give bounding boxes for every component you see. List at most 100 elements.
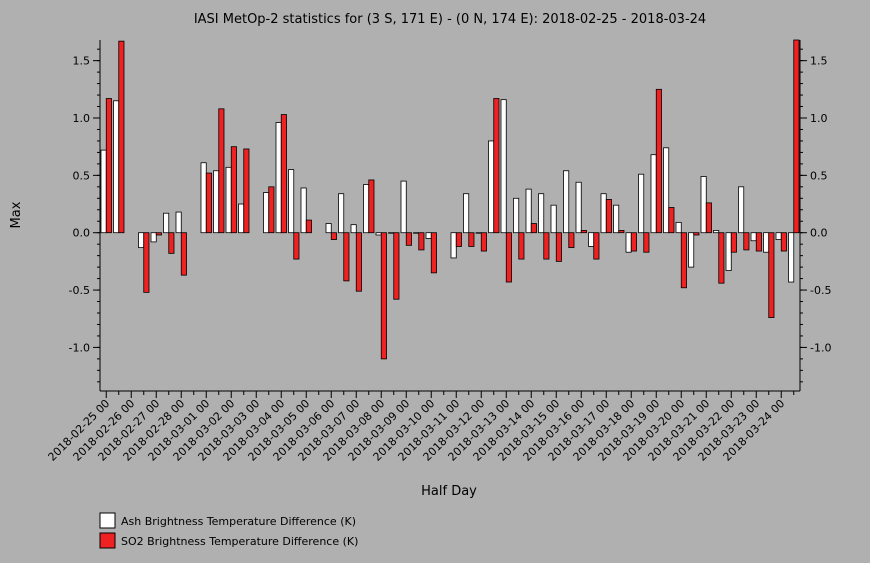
y-tick-label-left-2: 0.5 [73, 169, 91, 182]
bar-ash-37 [563, 170, 570, 234]
bar-ash-16 [300, 187, 307, 234]
bar-ash-10 [225, 166, 232, 234]
y-tick-label-right-2: 0.5 [810, 169, 828, 182]
bar-so2-20 [355, 232, 362, 292]
bar-so2-38 [580, 230, 587, 234]
bar-ash-55 [788, 232, 795, 283]
bar-so2-28 [455, 232, 462, 247]
bar-so2-36 [555, 232, 562, 262]
bar-so2-5 [168, 232, 175, 254]
bar-so2-18 [330, 232, 337, 240]
bar-ash-26 [425, 232, 432, 239]
bar-so2-22 [380, 232, 387, 360]
bar-so2-31 [493, 98, 500, 234]
bar-so2-8 [205, 172, 212, 234]
bar-so2-46 [680, 232, 687, 289]
bar-ash-44 [650, 154, 657, 234]
bar-ash-5 [163, 212, 170, 234]
bar-ash-11 [238, 203, 245, 234]
bar-ash-43 [638, 173, 645, 234]
bar-ash-45 [663, 147, 670, 234]
bar-ash-41 [613, 204, 620, 234]
bar-ash-48 [700, 176, 707, 234]
bar-so2-1 [118, 40, 125, 234]
bar-ash-21 [363, 184, 370, 234]
bar-ash-30 [475, 232, 482, 234]
bar-ash-20 [350, 224, 357, 234]
bar-ash-8 [200, 162, 207, 234]
bar-ash-1 [113, 100, 120, 234]
bar-so2-54 [780, 232, 787, 252]
legend-label-ash: Ash Brightness Temperature Difference (K… [121, 515, 356, 528]
bar-ash-6 [175, 211, 182, 234]
bar-so2-9 [218, 108, 225, 234]
bar-so2-52 [755, 232, 762, 252]
bar-so2-35 [543, 232, 550, 260]
bar-so2-44 [655, 88, 662, 234]
y-tick-label-right-0: 1.5 [810, 55, 828, 68]
bar-ash-49 [713, 230, 720, 234]
bar-ash-54 [775, 232, 782, 240]
legend-label-so2: SO2 Brightness Temperature Difference (K… [121, 535, 358, 548]
bar-so2-47 [693, 232, 700, 236]
bar-so2-11 [243, 148, 250, 234]
bar-so2-55 [793, 39, 800, 234]
bar-ash-46 [675, 221, 682, 234]
bar-ash-18 [325, 223, 332, 234]
bars-group [100, 39, 800, 360]
bar-so2-0 [105, 98, 112, 234]
y-tick-label-right-3: 0.0 [810, 227, 828, 240]
bar-ash-32 [500, 99, 507, 234]
bar-ash-15 [288, 169, 295, 234]
bar-so2-26 [430, 232, 437, 274]
bar-so2-15 [293, 232, 300, 260]
bar-so2-48 [705, 202, 712, 234]
bar-so2-16 [305, 219, 312, 234]
y-tick-label-left-1: 1.0 [73, 112, 91, 125]
y-tick-label-left-4: -0.5 [69, 284, 90, 297]
bar-ash-42 [625, 232, 632, 253]
bar-so2-45 [668, 207, 675, 234]
bar-ash-29 [463, 193, 470, 234]
bar-ash-35 [538, 193, 545, 234]
y-tick-label-left-5: -1.0 [69, 341, 90, 354]
y-ticks-group: 1.5 1.5 1.0 1.0 0.5 0.5 0.0 0.0 -0.5 -0.5 -1.0 -1.0 [69, 48, 831, 383]
bar-ash-40 [600, 193, 607, 234]
y-axis-label: Max [9, 201, 24, 228]
bar-ash-0 [100, 149, 107, 234]
bar-ash-14 [275, 122, 282, 234]
bar-so2-24 [405, 232, 412, 246]
bar-ash-51 [738, 186, 745, 234]
bar-so2-32 [505, 232, 512, 283]
bar-ash-31 [488, 140, 495, 234]
legend-swatch-ash [99, 512, 116, 529]
bar-ash-39 [588, 232, 595, 247]
bar-ash-23 [388, 232, 395, 234]
bar-so2-29 [468, 232, 475, 247]
chart-title: IASI MetOp-2 statistics for (3 S, 171 E)… [194, 12, 706, 27]
bar-ash-22 [375, 232, 382, 236]
legend-swatch-so2 [99, 532, 116, 549]
bar-ash-38 [575, 181, 582, 234]
bar-ash-47 [688, 232, 695, 268]
bar-so2-34 [530, 223, 537, 234]
y-tick-label-left-3: 0.0 [73, 227, 91, 240]
bar-so2-53 [768, 232, 775, 318]
bar-so2-13 [268, 186, 275, 234]
bar-so2-37 [568, 232, 575, 249]
bar-so2-39 [593, 232, 600, 260]
bar-so2-40 [605, 199, 612, 234]
bar-so2-51 [743, 232, 750, 251]
y-tick-label-right-1: 1.0 [810, 112, 828, 125]
y-tick-label-right-4: -0.5 [810, 284, 831, 297]
bar-ash-25 [413, 232, 420, 234]
bar-so2-10 [230, 146, 237, 234]
bar-so2-23 [393, 232, 400, 300]
bar-so2-30 [480, 232, 487, 252]
y-tick-label-right-5: -1.0 [810, 341, 831, 354]
bar-ash-52 [750, 232, 757, 242]
bar-ash-3 [138, 232, 145, 249]
bar-so2-49 [718, 232, 725, 284]
